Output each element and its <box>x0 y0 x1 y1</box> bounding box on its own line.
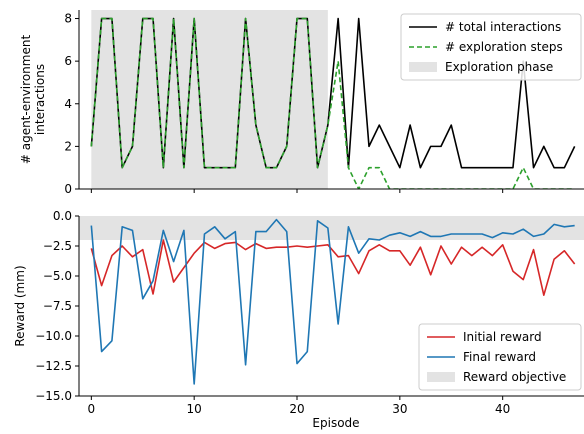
y-tick-label: −12.5 <box>35 359 72 373</box>
legend: Initial reward Final reward Reward objecti… <box>418 323 582 391</box>
y-tick-label: 2 <box>64 139 72 153</box>
legend: # total interactions # exploration steps E… <box>400 13 582 81</box>
y-tick-label: 4 <box>64 97 72 111</box>
legend-swatch <box>427 372 455 382</box>
top-interactions-chart: 0 2 4 6 8 # agent-environmentinteractions # to… <box>19 10 584 196</box>
bottom-reward-chart: 0.0 −2.5 −5.0 −7.5 −10.0 −12.5 −15.0 0 10 20 30 40 R… <box>13 209 584 430</box>
series-line-exploration-steps <box>90 17 575 189</box>
legend-label: Initial reward <box>463 330 542 344</box>
legend-label: Final reward <box>463 350 536 364</box>
exploration-phase-region <box>91 10 328 189</box>
legend-box <box>418 323 582 391</box>
y-tick-label: −7.5 <box>43 299 72 313</box>
y-tick-label: 8 <box>64 12 72 26</box>
legend-label: # total interactions <box>445 20 561 34</box>
y-axis-label: # agent-environmentinteractions <box>19 35 47 165</box>
y-tick-label: 0 <box>64 182 72 196</box>
legend-label: Exploration phase <box>445 60 553 74</box>
y-tick-label: −5.0 <box>43 269 72 283</box>
x-tick-label: 10 <box>187 402 202 416</box>
x-axis-label: Episode <box>312 416 359 430</box>
x-tick-label: 0 <box>88 402 96 416</box>
y-tick-label: −2.5 <box>43 239 72 253</box>
series-line-final-reward <box>90 218 575 385</box>
legend-label: Reward objective <box>463 370 566 384</box>
y-tick-label: 0.0 <box>53 209 72 223</box>
reward-objective-region <box>79 216 584 240</box>
x-tick-label: 20 <box>289 402 304 416</box>
series-line-initial-reward <box>90 239 576 297</box>
legend-swatch <box>409 62 437 72</box>
series-lines <box>90 218 576 385</box>
x-tick-label: 30 <box>392 402 407 416</box>
y-tick-label: −10.0 <box>35 329 72 343</box>
legend-box <box>400 13 582 81</box>
series-lines <box>90 17 576 189</box>
y-axis-label: Reward (mm) <box>13 265 27 346</box>
legend-label: # exploration steps <box>445 40 563 54</box>
y-tick-label: −15.0 <box>35 389 72 403</box>
y-tick-label: 6 <box>64 54 72 68</box>
x-tick-label: 40 <box>495 402 510 416</box>
